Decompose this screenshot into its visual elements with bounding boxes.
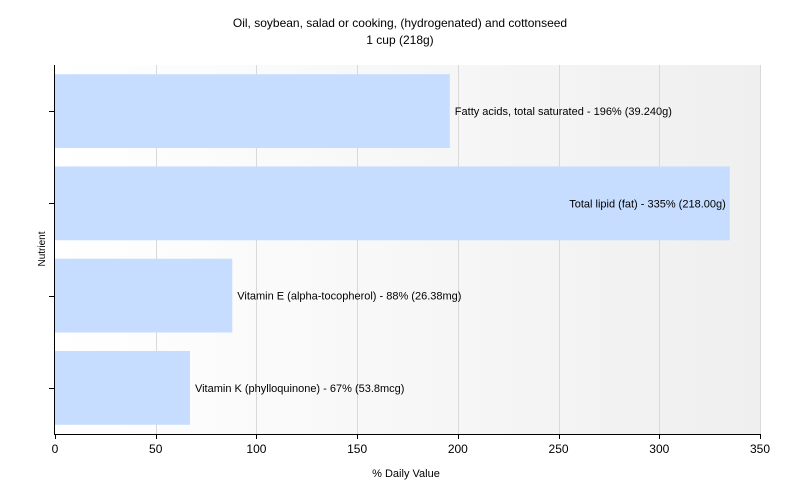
x-tick-label: 150 bbox=[347, 442, 367, 456]
bar bbox=[55, 74, 450, 149]
x-axis-label: % Daily Value bbox=[372, 468, 440, 480]
bar-labels: Fatty acids, total saturated - 196% (39.… bbox=[195, 106, 726, 395]
x-tick-label: 300 bbox=[649, 442, 669, 456]
x-tick-label: 0 bbox=[52, 442, 59, 456]
x-tick-label: 100 bbox=[246, 442, 266, 456]
bar bbox=[55, 258, 233, 333]
chart-subtitle: 1 cup (218g) bbox=[366, 33, 434, 47]
x-tick-label: 50 bbox=[149, 442, 163, 456]
bar-label: Fatty acids, total saturated - 196% (39.… bbox=[455, 106, 672, 118]
x-axis-ticks: 0 50 100 150 200 250 300 350 bbox=[52, 434, 770, 456]
bar-label: Vitamin E (alpha-tocopherol) - 88% (26.3… bbox=[237, 291, 461, 303]
bar bbox=[55, 350, 190, 425]
y-axis-label: Nutrient bbox=[37, 231, 48, 266]
x-tick-label: 250 bbox=[549, 442, 569, 456]
bar-label: Vitamin K (phylloquinone) - 67% (53.8mcg… bbox=[195, 383, 405, 395]
bars bbox=[55, 74, 730, 425]
bar-label: Total lipid (fat) - 335% (218.00g) bbox=[569, 198, 726, 210]
chart-title: Oil, soybean, salad or cooking, (hydroge… bbox=[232, 16, 568, 30]
bar bbox=[55, 166, 730, 241]
x-tick-label: 350 bbox=[750, 442, 770, 456]
x-tick-label: 200 bbox=[448, 442, 468, 456]
y-axis-ticks bbox=[49, 111, 55, 389]
